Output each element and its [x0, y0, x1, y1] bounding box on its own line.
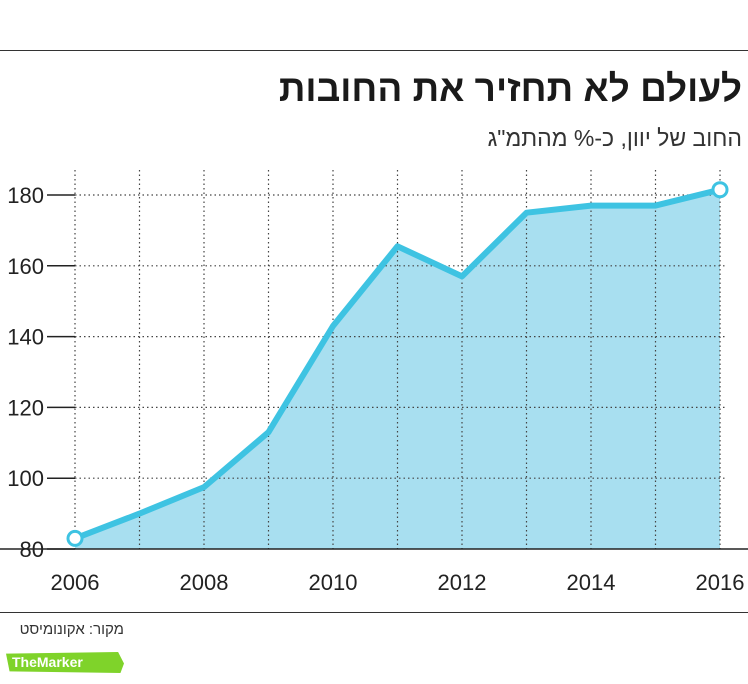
- x-tick-label-2010: 2010: [309, 570, 358, 595]
- data-point-2016: [711, 181, 729, 199]
- y-tick-label-160: 160: [7, 254, 44, 279]
- source-note: מקור: אקונומיסט: [19, 621, 124, 638]
- x-tick-label-2012: 2012: [438, 570, 487, 595]
- x-tick-label-2006: 2006: [51, 570, 100, 595]
- top-divider: [0, 50, 748, 51]
- y-tick-label-140: 140: [7, 325, 44, 350]
- x-tick-label-2014: 2014: [567, 570, 616, 595]
- data-point-2006: [66, 529, 84, 547]
- chart-subtitle: החוב של יוון, כ-% מהתמ"ג: [487, 125, 742, 151]
- y-tick-label-80: 80: [20, 537, 44, 562]
- y-tick-label-120: 120: [7, 395, 44, 420]
- logo-marker: Marker: [36, 654, 83, 670]
- chart-title: לעולם לא תחזיר את החובות: [278, 68, 742, 109]
- themarker-logo: TheMarker: [6, 652, 124, 673]
- y-tick-label-100: 100: [7, 466, 44, 491]
- x-tick-label-2016: 2016: [696, 570, 745, 595]
- y-tick-label-180: 180: [7, 183, 44, 208]
- logo-the: The: [12, 654, 37, 670]
- debt-area-chart: 80 100 120 140 160 180 2006 2008 2010 2012 2014 201…: [0, 170, 748, 595]
- x-tick-label-2008: 2008: [180, 570, 229, 595]
- bottom-divider: [0, 612, 748, 613]
- data-line: [72, 186, 723, 542]
